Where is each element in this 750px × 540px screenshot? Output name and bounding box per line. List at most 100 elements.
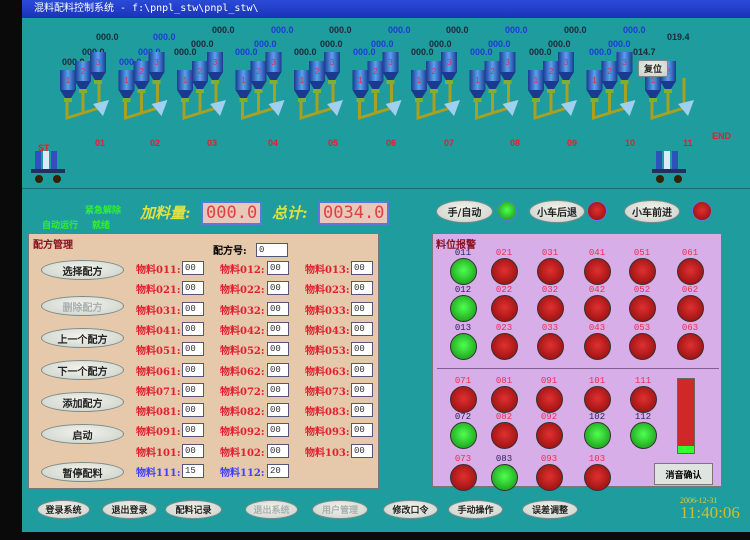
hopper-number: 1 — [475, 76, 480, 85]
material-field[interactable]: 00 — [267, 382, 289, 397]
material-field[interactable]: 00 — [267, 321, 289, 336]
bottom-button-4[interactable]: 用户管理 — [312, 500, 368, 519]
hopper-number: 2 — [256, 67, 261, 76]
alarm-id: 031 — [541, 248, 559, 258]
alarm-lamp — [630, 422, 657, 449]
material-field[interactable]: 00 — [267, 423, 289, 438]
control-button-1[interactable]: 小车后退 — [529, 200, 585, 223]
recipe-button-6[interactable]: 暂停配料 — [41, 462, 124, 482]
material-label: 物料112: — [220, 468, 265, 479]
material-field[interactable]: 00 — [351, 423, 373, 438]
bottom-button-0[interactable]: 登录系统 — [37, 500, 90, 519]
weight-reading: 000.0 — [488, 39, 511, 49]
material-field[interactable]: 15 — [182, 464, 204, 478]
hopper-svg: 1 2 3 1 2 3 1 2 3 1 2 3 1 2 3 1 2 3 1 2 3 1 2 3 1 2 3 1 2 3 1 2 — [31, 52, 694, 183]
alarm-panel: 料位报警 消音确认 011 021 031 041 051 061 012 022 032 042… — [432, 233, 722, 491]
weight-reading: 000.0 — [153, 32, 176, 42]
material-field[interactable]: 00 — [267, 362, 289, 377]
material-field[interactable]: 20 — [267, 464, 289, 478]
weight-reading: 000.0 — [411, 47, 434, 57]
hopper-3: 3 — [265, 52, 282, 84]
discharge-cone — [385, 100, 402, 116]
bottom-button-6[interactable]: 手动操作 — [448, 500, 503, 519]
material-field[interactable]: 00 — [182, 443, 204, 458]
weight-reading: 000.0 — [446, 25, 469, 35]
material-field[interactable]: 00 — [351, 403, 373, 418]
weight-reading: 000.0 — [371, 39, 394, 49]
material-label: 物料023: — [305, 285, 350, 297]
hopper-2: 2 — [75, 61, 91, 93]
recipe-button-3[interactable]: 下一个配方 — [41, 360, 124, 380]
material-label: 物料101: — [136, 447, 181, 459]
hopper-number: 1 — [66, 76, 71, 85]
silence-ack-button[interactable]: 消音确认 — [654, 463, 713, 485]
material-field[interactable]: 00 — [267, 403, 289, 418]
alarm-lamp — [584, 295, 611, 322]
alarm-lamp — [491, 333, 518, 360]
recipe-button-4[interactable]: 添加配方 — [41, 392, 124, 412]
recipe-button-0[interactable]: 选择配方 — [41, 260, 124, 280]
hopper-group-08: 1 2 3 — [469, 52, 519, 121]
weight-reading: 000.0 — [470, 47, 493, 57]
bottom-button-1[interactable]: 退出登录 — [102, 500, 157, 519]
material-field[interactable]: 00 — [267, 301, 289, 316]
material-field[interactable]: 00 — [182, 382, 204, 397]
weight-reading: 000.0 — [564, 25, 587, 35]
weight-reading: 000.0 — [388, 25, 411, 35]
material-field[interactable]: 00 — [351, 382, 373, 397]
bottom-button-5[interactable]: 修改口令 — [383, 500, 438, 519]
alarm-lamp — [536, 422, 563, 449]
control-button-2[interactable]: 小车前进 — [624, 200, 680, 223]
material-field[interactable]: 00 — [267, 342, 289, 357]
material-field[interactable]: 00 — [182, 301, 204, 316]
material-field[interactable]: 00 — [351, 301, 373, 316]
material-field[interactable]: 00 — [182, 261, 204, 275]
recipe-button-5[interactable]: 启动 — [41, 424, 124, 444]
alarm-lamp — [536, 464, 563, 491]
end-label: END — [712, 131, 732, 141]
hopper-1: 1 — [235, 70, 252, 102]
alarm-lamp — [629, 295, 656, 322]
hopper-number: 3 — [154, 58, 159, 67]
hopper-number: 3 — [271, 58, 276, 67]
alarm-id: 082 — [495, 412, 513, 422]
bottom-button-3[interactable]: 退出系统 — [245, 500, 298, 519]
weight-reading: 000.0 — [608, 39, 631, 49]
material-field[interactable]: 00 — [351, 321, 373, 336]
alarm-lamp — [584, 258, 611, 285]
material-field[interactable]: 00 — [351, 362, 373, 377]
material-field[interactable]: 00 — [182, 321, 204, 336]
material-label: 物料111: — [136, 468, 181, 479]
hopper-1: 1 — [294, 70, 310, 102]
material-field[interactable]: 00 — [351, 342, 373, 357]
weight-reading: 000.0 — [529, 47, 552, 57]
material-field[interactable]: 00 — [267, 261, 289, 275]
material-field[interactable]: 00 — [267, 443, 289, 458]
control-button-0[interactable]: 手/自动 — [436, 200, 493, 223]
recipe-button-1[interactable]: 删除配方 — [41, 296, 124, 316]
alarm-lamp — [450, 295, 477, 322]
hopper-number: 2 — [549, 67, 554, 76]
hopper-number: 2 — [666, 67, 671, 76]
reset-button[interactable]: 复位 — [638, 60, 668, 77]
material-field[interactable]: 00 — [182, 281, 204, 296]
hopper-2: 2 — [426, 61, 442, 93]
weight-reading: 000.0 — [254, 39, 277, 49]
material-field[interactable]: 00 — [182, 403, 204, 418]
bottom-button-7[interactable]: 误差调整 — [522, 500, 578, 519]
material-field[interactable]: 00 — [182, 362, 204, 377]
material-field[interactable]: 00 — [182, 342, 204, 357]
material-field[interactable]: 00 — [182, 423, 204, 438]
hopper-group-04: 1 2 3 — [235, 52, 285, 121]
material-label: 物料082: — [220, 407, 265, 419]
recipe-button-2[interactable]: 上一个配方 — [41, 328, 124, 348]
material-field[interactable]: 00 — [351, 261, 373, 275]
material-field[interactable]: 00 — [267, 281, 289, 296]
material-field[interactable]: 00 — [351, 281, 373, 296]
material-field[interactable]: 00 — [351, 443, 373, 458]
alarm-lamp — [584, 464, 611, 491]
hopper-number: 1 — [592, 76, 597, 85]
bottom-button-2[interactable]: 配料记录 — [165, 500, 222, 519]
alarm-id: 042 — [588, 285, 606, 295]
recipe-number-field[interactable]: 0 — [256, 243, 288, 257]
